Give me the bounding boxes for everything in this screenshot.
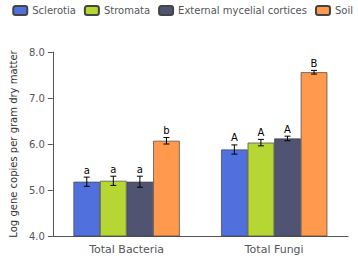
svg-text:6.0: 6.0 <box>29 139 45 150</box>
svg-text:A: A <box>231 132 238 143</box>
svg-text:External mycelial cortices: External mycelial cortices <box>178 5 307 16</box>
svg-text:Total Bacteria: Total Bacteria <box>88 243 164 256</box>
svg-text:5.0: 5.0 <box>29 185 45 196</box>
svg-text:a: a <box>110 164 116 175</box>
svg-text:B: B <box>311 58 318 69</box>
svg-text:8.0: 8.0 <box>29 47 45 58</box>
svg-text:Sclerotia: Sclerotia <box>32 5 76 16</box>
svg-text:Soil: Soil <box>335 5 353 16</box>
svg-text:a: a <box>84 165 90 176</box>
svg-text:Log gene copies per gram dry m: Log gene copies per gram dry matter <box>8 49 19 237</box>
svg-text:A: A <box>284 124 291 135</box>
svg-text:b: b <box>163 125 169 136</box>
svg-text:Stromata: Stromata <box>104 5 150 16</box>
svg-text:a: a <box>137 164 143 175</box>
svg-text:7.0: 7.0 <box>29 93 45 104</box>
svg-text:Total Fungi: Total Fungi <box>244 243 304 256</box>
svg-text:4.0: 4.0 <box>29 231 45 242</box>
svg-text:A: A <box>257 127 264 138</box>
